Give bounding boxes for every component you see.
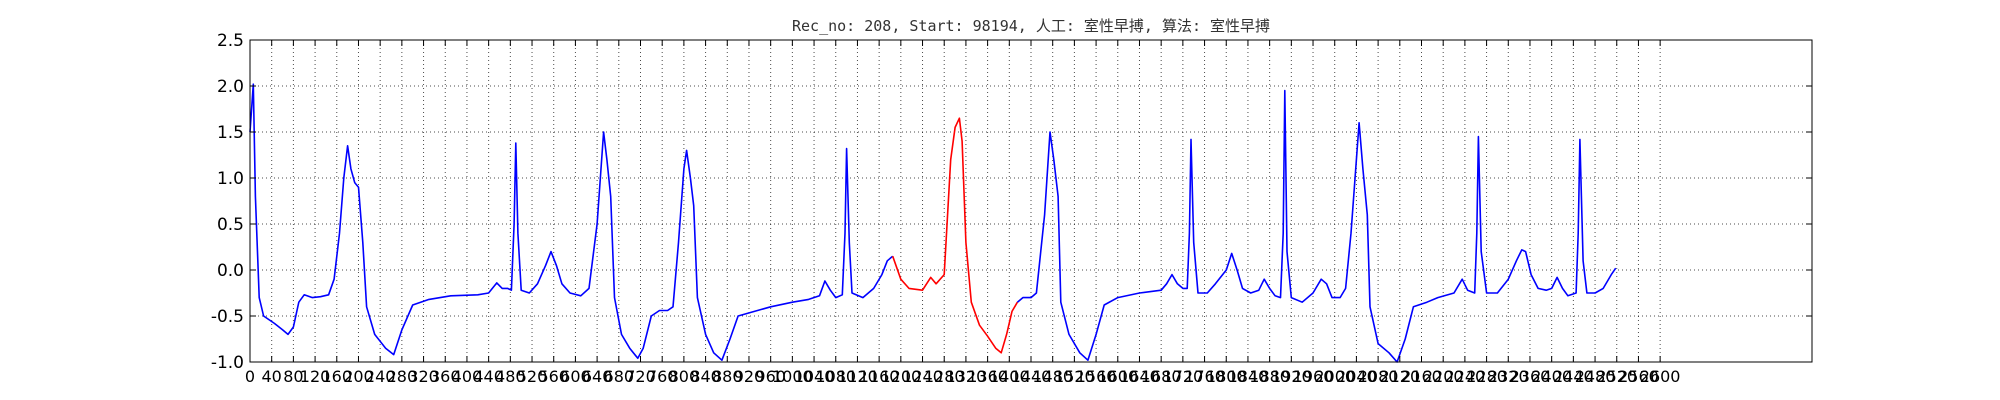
x-tick-label: 1120 <box>837 367 878 386</box>
x-tick-label: 1840 <box>1228 367 1269 386</box>
x-tick-label: 2440 <box>1553 367 1594 386</box>
chart-title: Rec_no: 208, Start: 98194, 人工: 室性早搏, 算法:… <box>792 17 1270 35</box>
x-tick-label: 360 <box>430 367 461 386</box>
x-tick-label: 680 <box>604 367 635 386</box>
x-tick-label: 2160 <box>1401 367 1442 386</box>
x-tick-label: 640 <box>582 367 613 386</box>
x-tick-label: 2240 <box>1445 367 1486 386</box>
x-tick-label: 2120 <box>1379 367 1420 386</box>
x-tick-label: 440 <box>473 367 504 386</box>
x-tick-label: 320 <box>408 367 439 386</box>
x-tick-label: 1800 <box>1206 367 1247 386</box>
series-layer <box>249 83 1617 363</box>
x-tick-label: 1560 <box>1076 367 1117 386</box>
grid <box>250 40 1812 362</box>
x-tick-label: 1680 <box>1141 367 1182 386</box>
ecg-series-line-3 <box>1016 89 1617 363</box>
x-tick-label: 2480 <box>1575 367 1616 386</box>
y-axis-ticks: -1.0 -0.5 0.0 0.5 1.0 1.5 2.0 2.5 <box>211 31 1812 373</box>
y-tick-label: -0.5 <box>211 307 244 327</box>
x-tick-label: 1640 <box>1119 367 1160 386</box>
x-tick-label: 720 <box>625 367 656 386</box>
y-tick-label: -1.0 <box>211 353 244 373</box>
x-tick-label: 1720 <box>1163 367 1204 386</box>
y-tick-label: 2.5 <box>217 31 244 51</box>
x-tick-label: 2560 <box>1618 367 1659 386</box>
x-tick-label: 2280 <box>1466 367 1507 386</box>
x-tick-label: 1600 <box>1097 367 1138 386</box>
x-tick-label: 600 <box>560 367 591 386</box>
x-tick-label: 40 <box>262 367 282 386</box>
y-tick-label: 1.0 <box>217 169 244 189</box>
x-tick-label: 160 <box>322 367 353 386</box>
x-tick-label: 2520 <box>1596 367 1637 386</box>
x-tick-label: 0 <box>245 367 255 386</box>
x-tick-label: 1760 <box>1184 367 1225 386</box>
x-tick-label: 480 <box>495 367 526 386</box>
x-tick-label: 1880 <box>1249 367 1290 386</box>
ecg-series-line-2 <box>891 117 1019 354</box>
x-tick-label: 1400 <box>989 367 1030 386</box>
x-tick-label: 800 <box>669 367 700 386</box>
x-tick-label: 200 <box>343 367 374 386</box>
x-tick-label: 2360 <box>1510 367 1551 386</box>
x-tick-label: 520 <box>517 367 548 386</box>
x-tick-label: 280 <box>387 367 418 386</box>
x-tick-label: 400 <box>452 367 483 386</box>
x-tick-label: 1320 <box>946 367 987 386</box>
x-tick-label: 1200 <box>880 367 921 386</box>
x-tick-label: 2400 <box>1531 367 1572 386</box>
x-tick-label: 1280 <box>924 367 965 386</box>
x-tick-label: 1920 <box>1271 367 1312 386</box>
y-tick-label: 2.0 <box>217 77 244 97</box>
x-tick-label: 80 <box>283 367 303 386</box>
y-tick-label: 0.5 <box>217 215 244 235</box>
x-tick-label: 1960 <box>1293 367 1334 386</box>
x-tick-label: 1080 <box>815 367 856 386</box>
ecg-series-line-1 <box>249 83 894 361</box>
x-tick-label: 960 <box>755 367 786 386</box>
x-tick-label: 2040 <box>1336 367 1377 386</box>
x-tick-label: 760 <box>647 367 678 386</box>
x-tick-label: 2000 <box>1314 367 1355 386</box>
x-tick-label: 2320 <box>1488 367 1529 386</box>
x-tick-label: 1440 <box>1011 367 1052 386</box>
y-tick-label: 0.0 <box>217 261 244 281</box>
x-tick-label: 1520 <box>1054 367 1095 386</box>
x-tick-label: 880 <box>712 367 743 386</box>
x-tick-label: 1240 <box>902 367 943 386</box>
x-tick-label: 1360 <box>967 367 1008 386</box>
x-tick-label: 1480 <box>1032 367 1073 386</box>
x-tick-label: 920 <box>734 367 765 386</box>
x-tick-label: 2080 <box>1358 367 1399 386</box>
x-tick-label: 1040 <box>794 367 835 386</box>
x-tick-label: 240 <box>365 367 396 386</box>
x-tick-label: 1000 <box>772 367 813 386</box>
x-tick-label: 840 <box>690 367 721 386</box>
x-tick-label: 2600 <box>1640 367 1681 386</box>
x-tick-label: 120 <box>300 367 331 386</box>
x-tick-label: 2200 <box>1423 367 1464 386</box>
y-tick-label: 1.5 <box>217 123 244 143</box>
x-tick-label: 1160 <box>859 367 900 386</box>
x-tick-label: 560 <box>538 367 569 386</box>
x-axis-ticks: 0 40 8012016020024028032036040044048052056… <box>245 40 1681 386</box>
